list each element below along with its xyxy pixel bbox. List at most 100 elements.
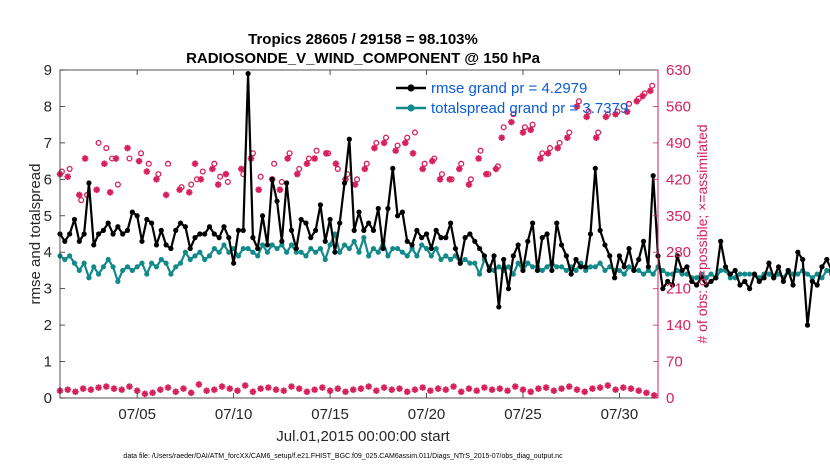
obs-possible-point <box>438 171 445 178</box>
rmse-point <box>549 267 555 274</box>
spread-point <box>583 267 589 274</box>
spread-point <box>390 245 396 252</box>
rmse-point <box>380 245 386 252</box>
rmse-point <box>163 242 169 248</box>
y-tick-right-label: 280 <box>666 244 691 261</box>
rmse-point <box>689 278 695 284</box>
rmse-point <box>491 253 497 259</box>
spread-point <box>409 245 415 252</box>
y-tick-right-label: 0 <box>666 390 674 407</box>
obs-marker-stroke <box>197 176 204 183</box>
rmse-point <box>341 180 348 186</box>
spread-point <box>216 249 222 255</box>
rmse-point <box>115 224 121 230</box>
spread-point <box>640 271 647 277</box>
y-tick-label: 2 <box>44 317 52 334</box>
obs-marker-stroke <box>288 383 295 390</box>
rmse-point <box>800 256 806 263</box>
obs-assimilated-bottom-point <box>319 384 326 391</box>
obs-possible-point <box>78 197 85 204</box>
obs-marker-stroke <box>427 387 434 394</box>
spread-point <box>105 256 111 263</box>
rmse-point <box>742 278 748 284</box>
obs-marker-stroke <box>186 189 193 196</box>
obs-assimilated-bottom-point <box>619 384 627 391</box>
rmse-point <box>313 227 319 233</box>
obs-assimilated-bottom-point <box>496 385 504 392</box>
obs-marker-stroke <box>311 386 318 393</box>
y-tick-label: 0 <box>44 390 52 407</box>
obs-possible-point <box>334 165 341 172</box>
rmse-point <box>351 227 357 233</box>
obs-marker-stroke <box>520 129 526 136</box>
rmse-point <box>467 231 473 237</box>
obs-marker-stroke <box>357 385 364 392</box>
rmse-point <box>110 231 116 237</box>
rmse-point <box>684 264 690 270</box>
spread-point <box>472 260 478 266</box>
rmse-point <box>394 213 401 219</box>
obs-marker-stroke <box>410 150 416 157</box>
obs-marker-stroke <box>319 384 326 391</box>
obs-marker-stroke <box>373 387 380 394</box>
obs-marker-stroke <box>334 385 341 392</box>
obs-assimilated-bottom-point <box>596 384 604 391</box>
rmse-point <box>612 275 618 281</box>
rmse-point <box>235 227 242 233</box>
obs-marker-stroke <box>238 165 245 172</box>
spread-point <box>134 264 140 270</box>
obs-possible-point <box>529 121 536 128</box>
rmse-point <box>732 267 738 274</box>
obs-marker-stroke <box>442 386 449 393</box>
obs-possible-point <box>467 176 474 183</box>
spread-point <box>645 267 651 274</box>
spread-point <box>515 260 521 266</box>
rmse-point <box>274 198 280 204</box>
obs-possible-point <box>404 134 411 141</box>
obs-marker-stroke <box>303 160 310 167</box>
rmse-point <box>462 235 468 241</box>
rmse-point <box>100 227 106 233</box>
spread-point <box>163 260 169 266</box>
obs-possible-point <box>510 111 517 118</box>
obs-assimilated-bottom-point <box>403 388 411 396</box>
y-tick-right-label: 490 <box>666 135 691 152</box>
obs-marker-stroke <box>537 155 544 162</box>
spread-point <box>433 245 439 252</box>
spread-point <box>298 249 304 255</box>
rmse-point <box>62 238 68 244</box>
obs-marker-stroke <box>381 139 388 146</box>
obs-assimilated-bottom-point <box>95 384 102 391</box>
obs-marker-stroke <box>643 389 650 396</box>
obs-marker-stroke <box>136 158 143 165</box>
obs-assimilated-point <box>446 176 453 183</box>
obs-marker-stroke <box>215 181 222 188</box>
obs-assimilated-point <box>371 144 378 152</box>
y-tick-right-label: 420 <box>666 171 691 188</box>
obs-assimilated-bottom-point <box>643 389 650 397</box>
obs-marker-stroke <box>172 388 179 395</box>
spread-point <box>245 245 251 252</box>
obs-assimilated-bottom-point <box>295 385 303 392</box>
obs-marker-stroke <box>574 386 580 393</box>
rmse-point <box>327 216 333 223</box>
spread-point <box>747 271 753 277</box>
rmse-point <box>255 245 261 252</box>
rmse-point <box>399 209 405 215</box>
obs-possible-point <box>271 160 278 167</box>
rmse-point <box>693 282 700 288</box>
obs-assimilated-point <box>639 92 646 100</box>
rmse-point <box>669 282 676 288</box>
obs-assimilated-point <box>392 147 399 154</box>
rmse-point <box>640 238 647 244</box>
spread-point <box>293 249 299 255</box>
obs-marker-stroke <box>402 139 409 146</box>
obs-marker-stroke <box>365 383 372 390</box>
obs-marker-stroke <box>456 165 463 172</box>
obs-marker-stroke <box>620 384 627 391</box>
spread-point <box>115 278 121 284</box>
obs-assimilated-point <box>409 150 417 157</box>
obs-assimilated-point <box>633 97 641 105</box>
obs-assimilated-point <box>303 160 311 168</box>
obs-marker-stroke <box>574 103 580 110</box>
